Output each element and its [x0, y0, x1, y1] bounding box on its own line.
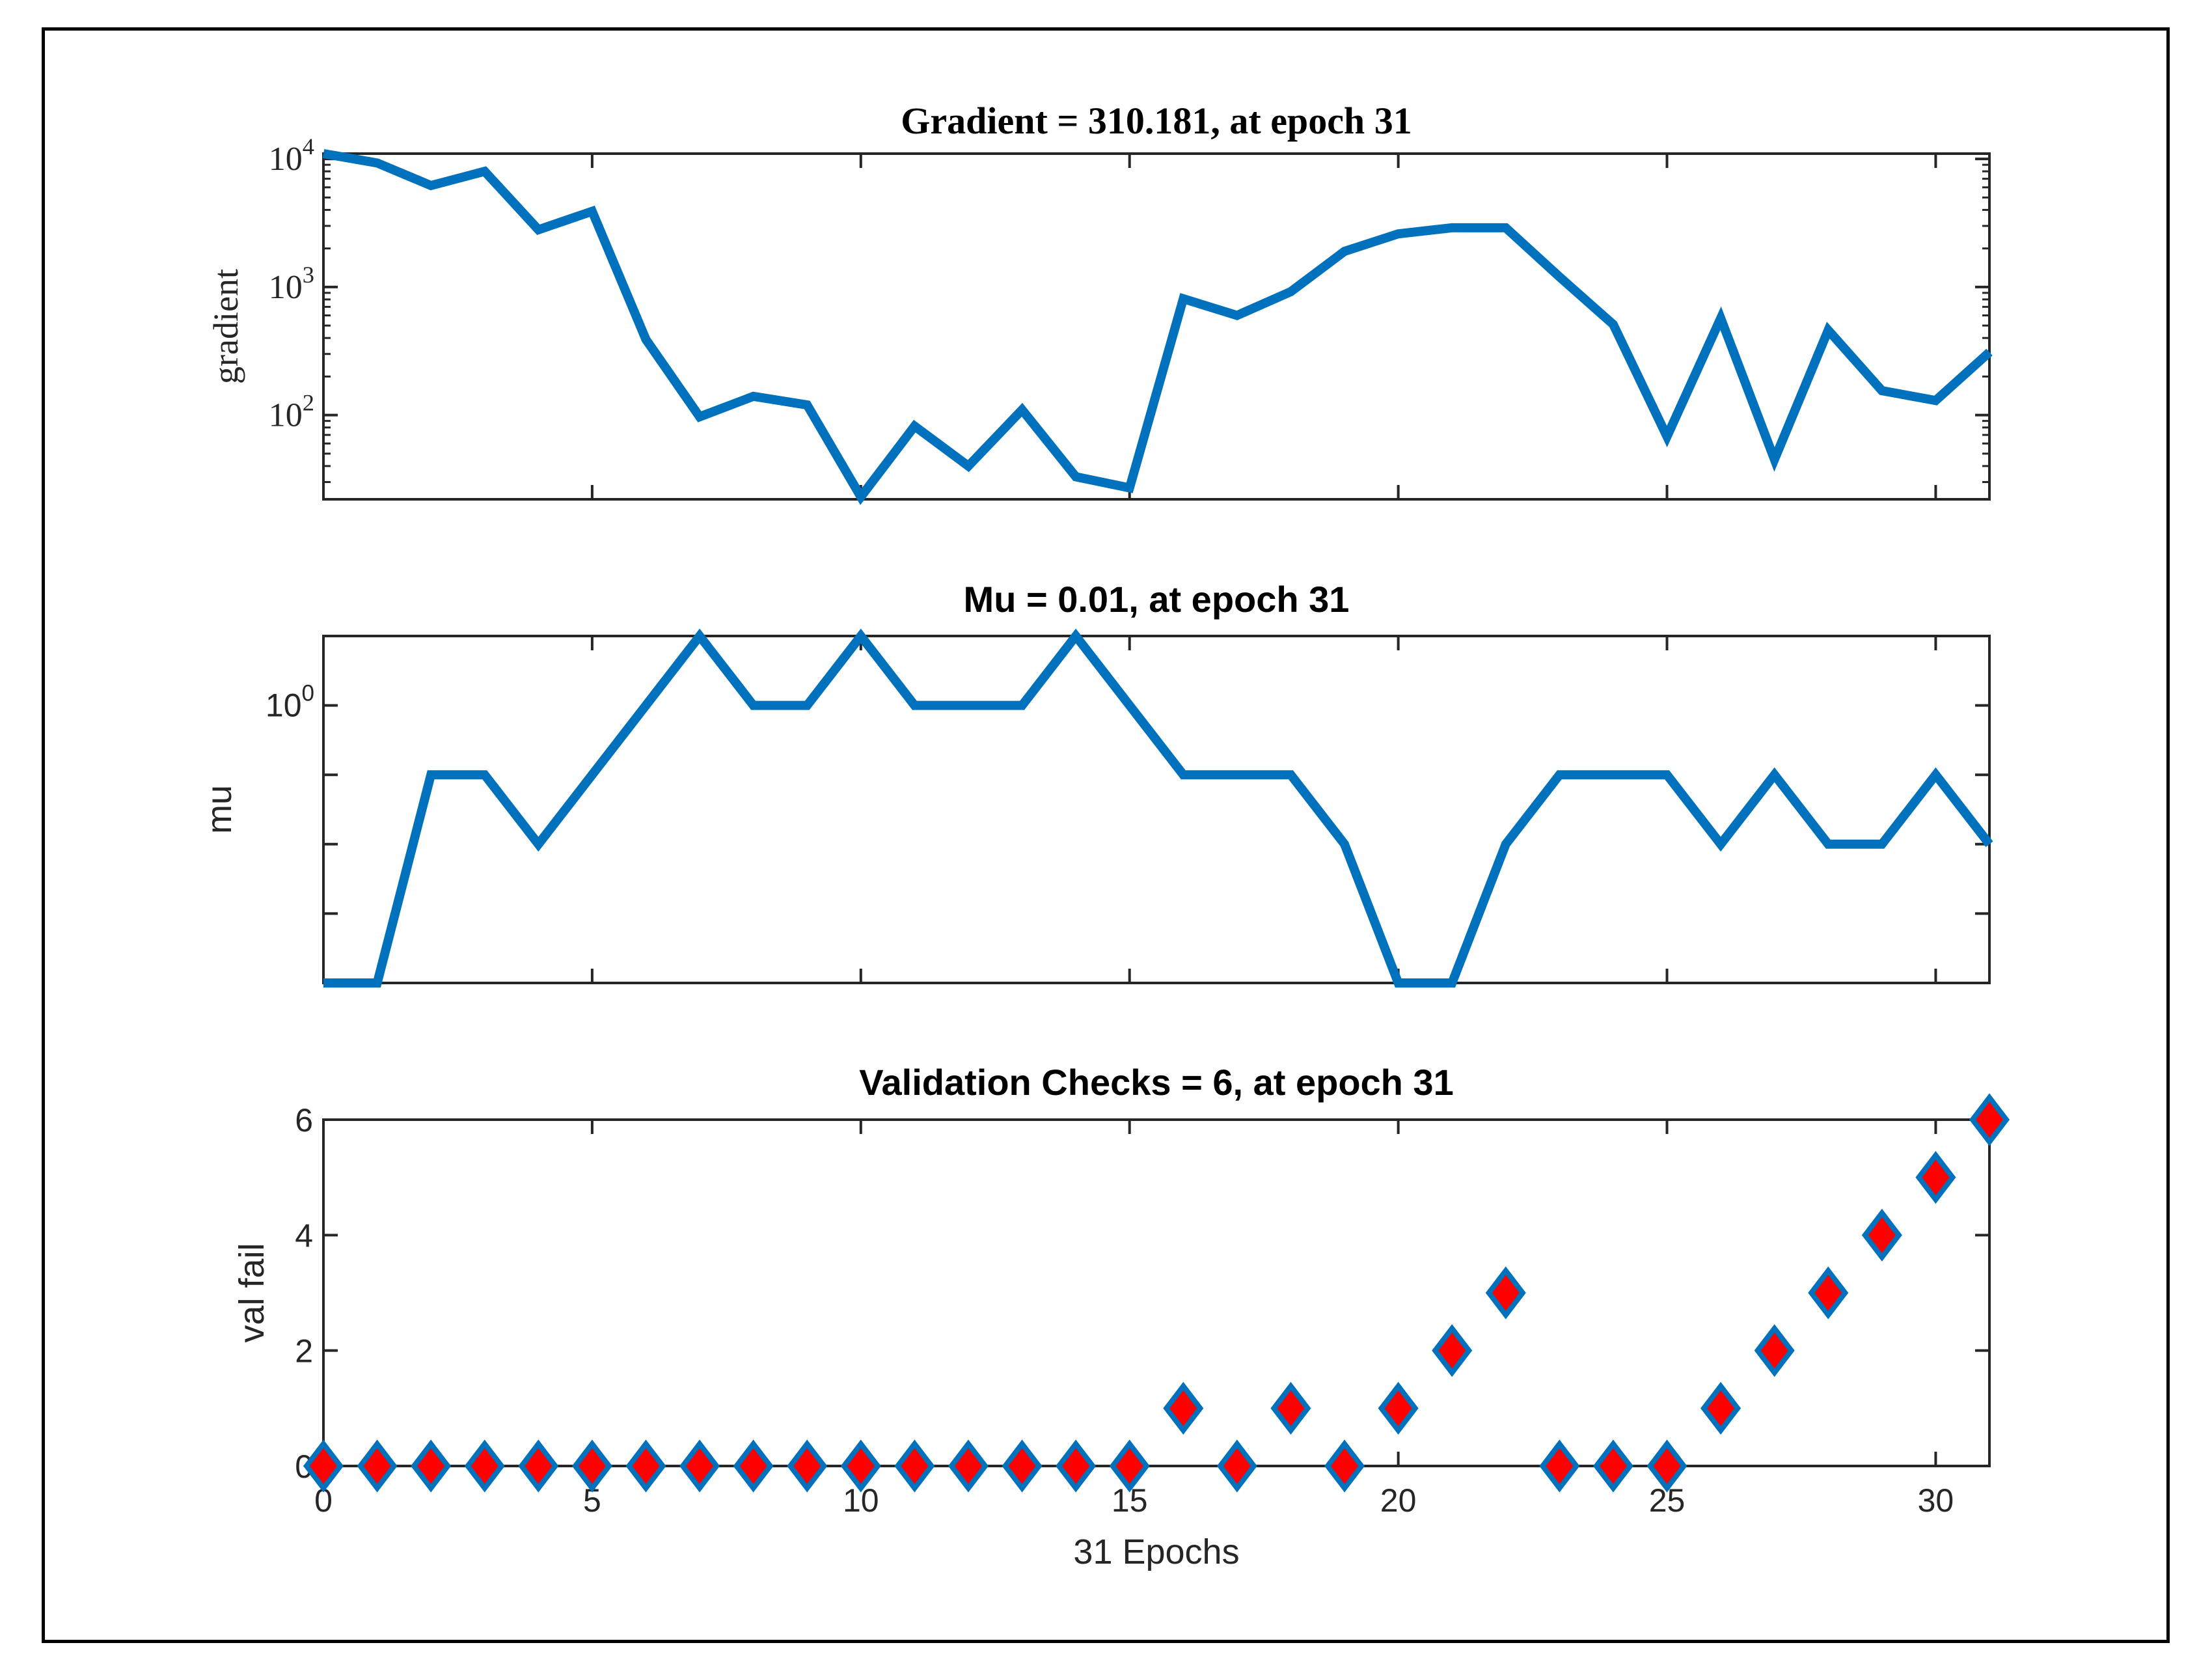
data-point-marker	[357, 1439, 398, 1493]
y-tick-label: 100	[266, 681, 314, 724]
data-point-marker	[1378, 1381, 1419, 1435]
data-point-marker	[1485, 1266, 1526, 1320]
data-point-marker	[1592, 1439, 1633, 1493]
y-tick-label: 103	[269, 262, 314, 306]
data-point-marker	[625, 1439, 666, 1493]
data-point-marker	[1432, 1324, 1473, 1377]
y-axis-label: gradient	[206, 269, 245, 384]
data-point-marker	[1163, 1381, 1204, 1435]
data-point-marker	[411, 1439, 452, 1493]
data-point-marker	[303, 1439, 344, 1493]
data-point-marker	[1216, 1439, 1257, 1493]
figure-border	[42, 27, 2170, 1643]
data-point-marker	[1002, 1439, 1043, 1493]
subplot-title: Mu = 0.01, at epoch 31	[964, 579, 1350, 620]
data-point-marker	[787, 1439, 828, 1493]
data-point-marker	[1646, 1439, 1687, 1493]
data-point-marker	[1109, 1439, 1150, 1493]
data-point-marker	[1808, 1266, 1849, 1320]
x-tick-label: 30	[1918, 1482, 1954, 1519]
y-axis-label: val fail	[232, 1243, 271, 1342]
y-tick-label: 102	[269, 390, 314, 434]
axes-box	[322, 152, 1991, 501]
data-point-marker	[1754, 1324, 1795, 1377]
data-point-marker	[1539, 1439, 1580, 1493]
data-point-marker	[1270, 1381, 1311, 1435]
data-point-marker	[1969, 1093, 2010, 1146]
subplot-title: Gradient = 310.181, at epoch 31	[901, 100, 1412, 142]
data-point-marker	[1324, 1439, 1365, 1493]
data-point-marker	[1915, 1151, 1956, 1204]
subplot-1: 102 103 104 Gradient = 310.181, at epoch 31…	[206, 100, 1993, 505]
data-point-marker	[894, 1439, 935, 1493]
subplot-2: 100 Mu = 0.01, at epoch 31 mu	[200, 579, 1993, 988]
data-point-marker	[1056, 1439, 1097, 1493]
data-point-marker	[1700, 1381, 1741, 1435]
data-point-marker	[464, 1439, 505, 1493]
y-axis-label: mu	[200, 785, 239, 834]
data-point-marker	[840, 1439, 881, 1493]
data-point-marker	[679, 1439, 720, 1493]
y-tick-label: 6	[295, 1102, 313, 1139]
subplot-title: Validation Checks = 6, at epoch 31	[859, 1062, 1453, 1103]
data-point-marker	[1861, 1208, 1902, 1262]
data-point-marker	[948, 1439, 989, 1493]
y-tick-label: 4	[295, 1217, 313, 1254]
data-point-marker	[733, 1439, 774, 1493]
data-point-marker	[518, 1439, 559, 1493]
y-tick-label: 104	[269, 133, 314, 178]
series-line	[323, 628, 1993, 988]
axes-box	[322, 635, 1991, 984]
x-tick-label: 20	[1380, 1482, 1417, 1519]
subplot-3: 0246051015202530Validation Checks = 6, a…	[232, 1062, 2010, 1571]
axes-box	[322, 1118, 1991, 1467]
data-point-marker	[571, 1439, 612, 1493]
series-line	[322, 149, 1993, 505]
y-tick-label: 2	[295, 1333, 313, 1370]
x-axis-label: 31 Epochs	[1073, 1532, 1239, 1571]
